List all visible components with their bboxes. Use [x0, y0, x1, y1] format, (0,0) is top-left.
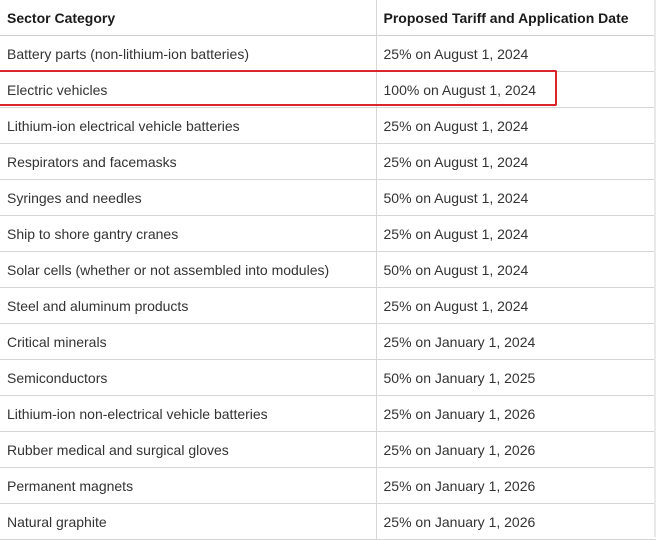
sector-cell: Solar cells (whether or not assembled in… [0, 251, 377, 288]
tariff-cell: 50% on August 1, 2024 [376, 179, 656, 216]
tariff-cell: 25% on January 1, 2026 [376, 431, 656, 468]
header-proposed-tariff: Proposed Tariff and Application Date [376, 0, 656, 36]
sector-cell: Syringes and needles [0, 179, 377, 216]
tariff-cell: 25% on August 1, 2024 [376, 107, 656, 144]
table-row: Natural graphite 25% on January 1, 2026 [0, 503, 656, 540]
sector-cell: Electric vehicles [0, 71, 377, 108]
sector-cell: Lithium-ion non-electrical vehicle batte… [0, 395, 377, 432]
table-row: Lithium-ion electrical vehicle batteries… [0, 107, 656, 144]
table-row-highlighted: Electric vehicles 100% on August 1, 2024 [0, 71, 656, 108]
sector-cell: Permanent magnets [0, 467, 377, 504]
tariff-cell: 25% on August 1, 2024 [376, 287, 656, 324]
sector-cell: Natural graphite [0, 503, 377, 540]
sector-cell: Ship to shore gantry cranes [0, 215, 377, 252]
table-row: Semiconductors 50% on January 1, 2025 [0, 359, 656, 396]
tariff-cell: 100% on August 1, 2024 [376, 71, 656, 108]
tariff-cell: 25% on August 1, 2024 [376, 143, 656, 180]
table-row: Permanent magnets 25% on January 1, 2026 [0, 467, 656, 504]
table-row: Ship to shore gantry cranes 25% on Augus… [0, 215, 656, 252]
table-row: Respirators and facemasks 25% on August … [0, 143, 656, 180]
sector-cell: Critical minerals [0, 323, 377, 360]
table-row: Lithium-ion non-electrical vehicle batte… [0, 395, 656, 432]
tariff-cell: 50% on August 1, 2024 [376, 251, 656, 288]
table-row: Critical minerals 25% on January 1, 2024 [0, 323, 656, 360]
sector-cell: Steel and aluminum products [0, 287, 377, 324]
sector-cell: Lithium-ion electrical vehicle batteries [0, 107, 377, 144]
header-sector-category: Sector Category [0, 0, 377, 36]
sector-cell: Rubber medical and surgical gloves [0, 431, 377, 468]
page-edge-divider [654, 0, 656, 537]
sector-cell: Battery parts (non-lithium-ion batteries… [0, 35, 377, 72]
table-header-row: Sector Category Proposed Tariff and Appl… [0, 0, 656, 36]
tariff-cell: 25% on January 1, 2026 [376, 467, 656, 504]
tariff-cell: 25% on January 1, 2026 [376, 503, 656, 540]
sector-cell: Semiconductors [0, 359, 377, 396]
tariff-cell: 25% on August 1, 2024 [376, 215, 656, 252]
table-row: Battery parts (non-lithium-ion batteries… [0, 35, 656, 72]
table-row: Rubber medical and surgical gloves 25% o… [0, 431, 656, 468]
tariff-cell: 25% on January 1, 2024 [376, 323, 656, 360]
tariff-cell: 25% on August 1, 2024 [376, 35, 656, 72]
table-row: Steel and aluminum products 25% on Augus… [0, 287, 656, 324]
table-row: Syringes and needles 50% on August 1, 20… [0, 179, 656, 216]
sector-cell: Respirators and facemasks [0, 143, 377, 180]
tariff-cell: 25% on January 1, 2026 [376, 395, 656, 432]
tariff-cell: 50% on January 1, 2025 [376, 359, 656, 396]
table-row: Solar cells (whether or not assembled in… [0, 251, 656, 288]
